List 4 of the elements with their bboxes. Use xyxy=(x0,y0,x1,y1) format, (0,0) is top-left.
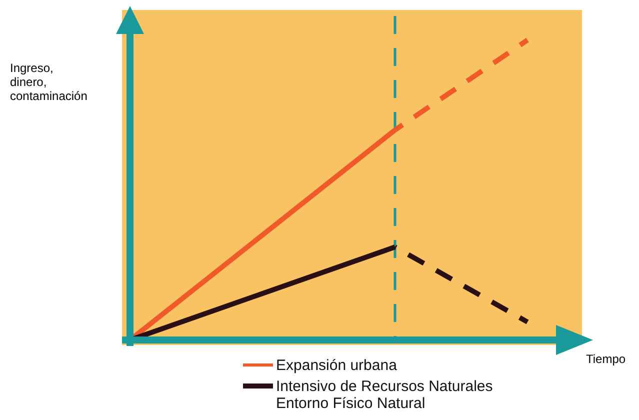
y-axis-title: Ingreso, dinero, contaminación xyxy=(10,61,88,103)
legend-label: Expansión urbana xyxy=(276,357,398,374)
legend-label: Intensivo de Recursos Naturales Entorno Físico Natural xyxy=(276,378,493,412)
x-axis-title: Tiempo xyxy=(586,352,626,366)
